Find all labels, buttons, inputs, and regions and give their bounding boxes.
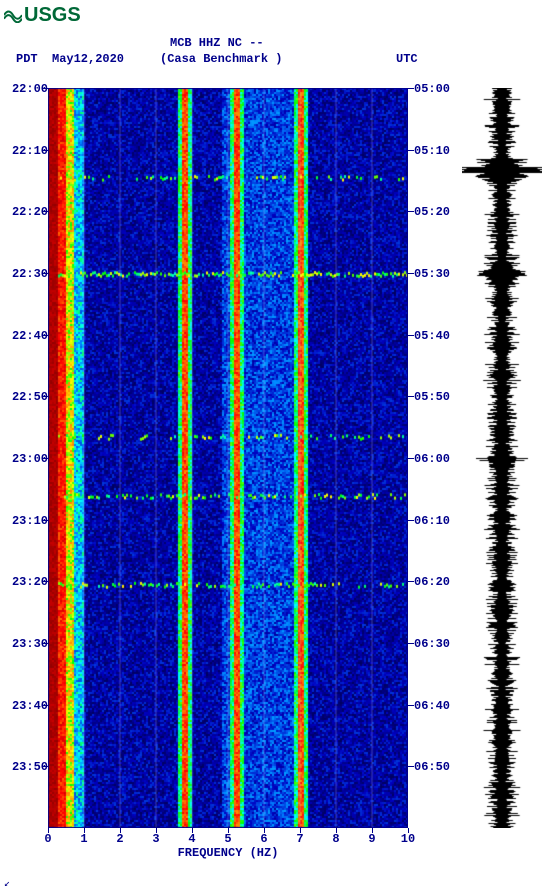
waveform-panel — [462, 88, 542, 828]
right-time-tick: 05:50 — [414, 390, 454, 404]
frequency-tick: 4 — [188, 832, 195, 846]
waveform-canvas — [462, 88, 542, 828]
frequency-tick: 2 — [116, 832, 123, 846]
frequency-tick: 10 — [401, 832, 415, 846]
left-time-tick: 22:40 — [8, 329, 48, 343]
left-time-tick: 23:30 — [8, 637, 48, 651]
frequency-tick: 5 — [224, 832, 231, 846]
frequency-axis: FREQUENCY (HZ) 012345678910 — [48, 830, 408, 870]
right-time-tick: 05:20 — [414, 205, 454, 219]
right-timezone: UTC — [396, 52, 418, 66]
right-time-tick: 06:40 — [414, 699, 454, 713]
right-time-tick: 06:50 — [414, 760, 454, 774]
station-id: MCB HHZ NC -- — [170, 36, 264, 50]
left-time-tick: 23:50 — [8, 760, 48, 774]
left-time-tick: 23:20 — [8, 575, 48, 589]
frequency-tick: 6 — [260, 832, 267, 846]
right-time-tick: 06:20 — [414, 575, 454, 589]
right-time-tick: 06:30 — [414, 637, 454, 651]
left-time-tick: 22:30 — [8, 267, 48, 281]
right-time-tick: 06:10 — [414, 514, 454, 528]
right-time-tick: 05:40 — [414, 329, 454, 343]
left-time-tick: 23:00 — [8, 452, 48, 466]
right-time-tick: 05:30 — [414, 267, 454, 281]
station-name: (Casa Benchmark ) — [160, 52, 282, 66]
left-time-tick: 23:40 — [8, 699, 48, 713]
frequency-tick: 8 — [332, 832, 339, 846]
usgs-logo: USGS — [4, 4, 81, 27]
left-time-tick: 22:20 — [8, 205, 48, 219]
frequency-tick: 0 — [44, 832, 51, 846]
frequency-tick: 7 — [296, 832, 303, 846]
header-date: May12,2020 — [52, 52, 124, 66]
frequency-axis-label: FREQUENCY (HZ) — [178, 846, 279, 860]
footer-mark: ↙ — [4, 878, 10, 890]
usgs-wave-icon — [4, 9, 22, 23]
right-time-axis: 05:0005:1005:2005:3005:4005:5006:0006:10… — [414, 88, 454, 828]
frequency-tick: 3 — [152, 832, 159, 846]
right-time-tick: 06:00 — [414, 452, 454, 466]
left-time-tick: 22:00 — [8, 82, 48, 96]
frequency-tick: 1 — [80, 832, 87, 846]
spectrogram-plot — [48, 88, 408, 828]
frequency-tick: 9 — [368, 832, 375, 846]
left-time-tick: 23:10 — [8, 514, 48, 528]
spectrogram-canvas — [48, 88, 408, 828]
left-time-tick: 22:10 — [8, 144, 48, 158]
right-time-tick: 05:10 — [414, 144, 454, 158]
right-time-tick: 05:00 — [414, 82, 454, 96]
left-timezone: PDT — [16, 52, 38, 66]
usgs-logo-text: USGS — [24, 4, 81, 27]
left-time-tick: 22:50 — [8, 390, 48, 404]
